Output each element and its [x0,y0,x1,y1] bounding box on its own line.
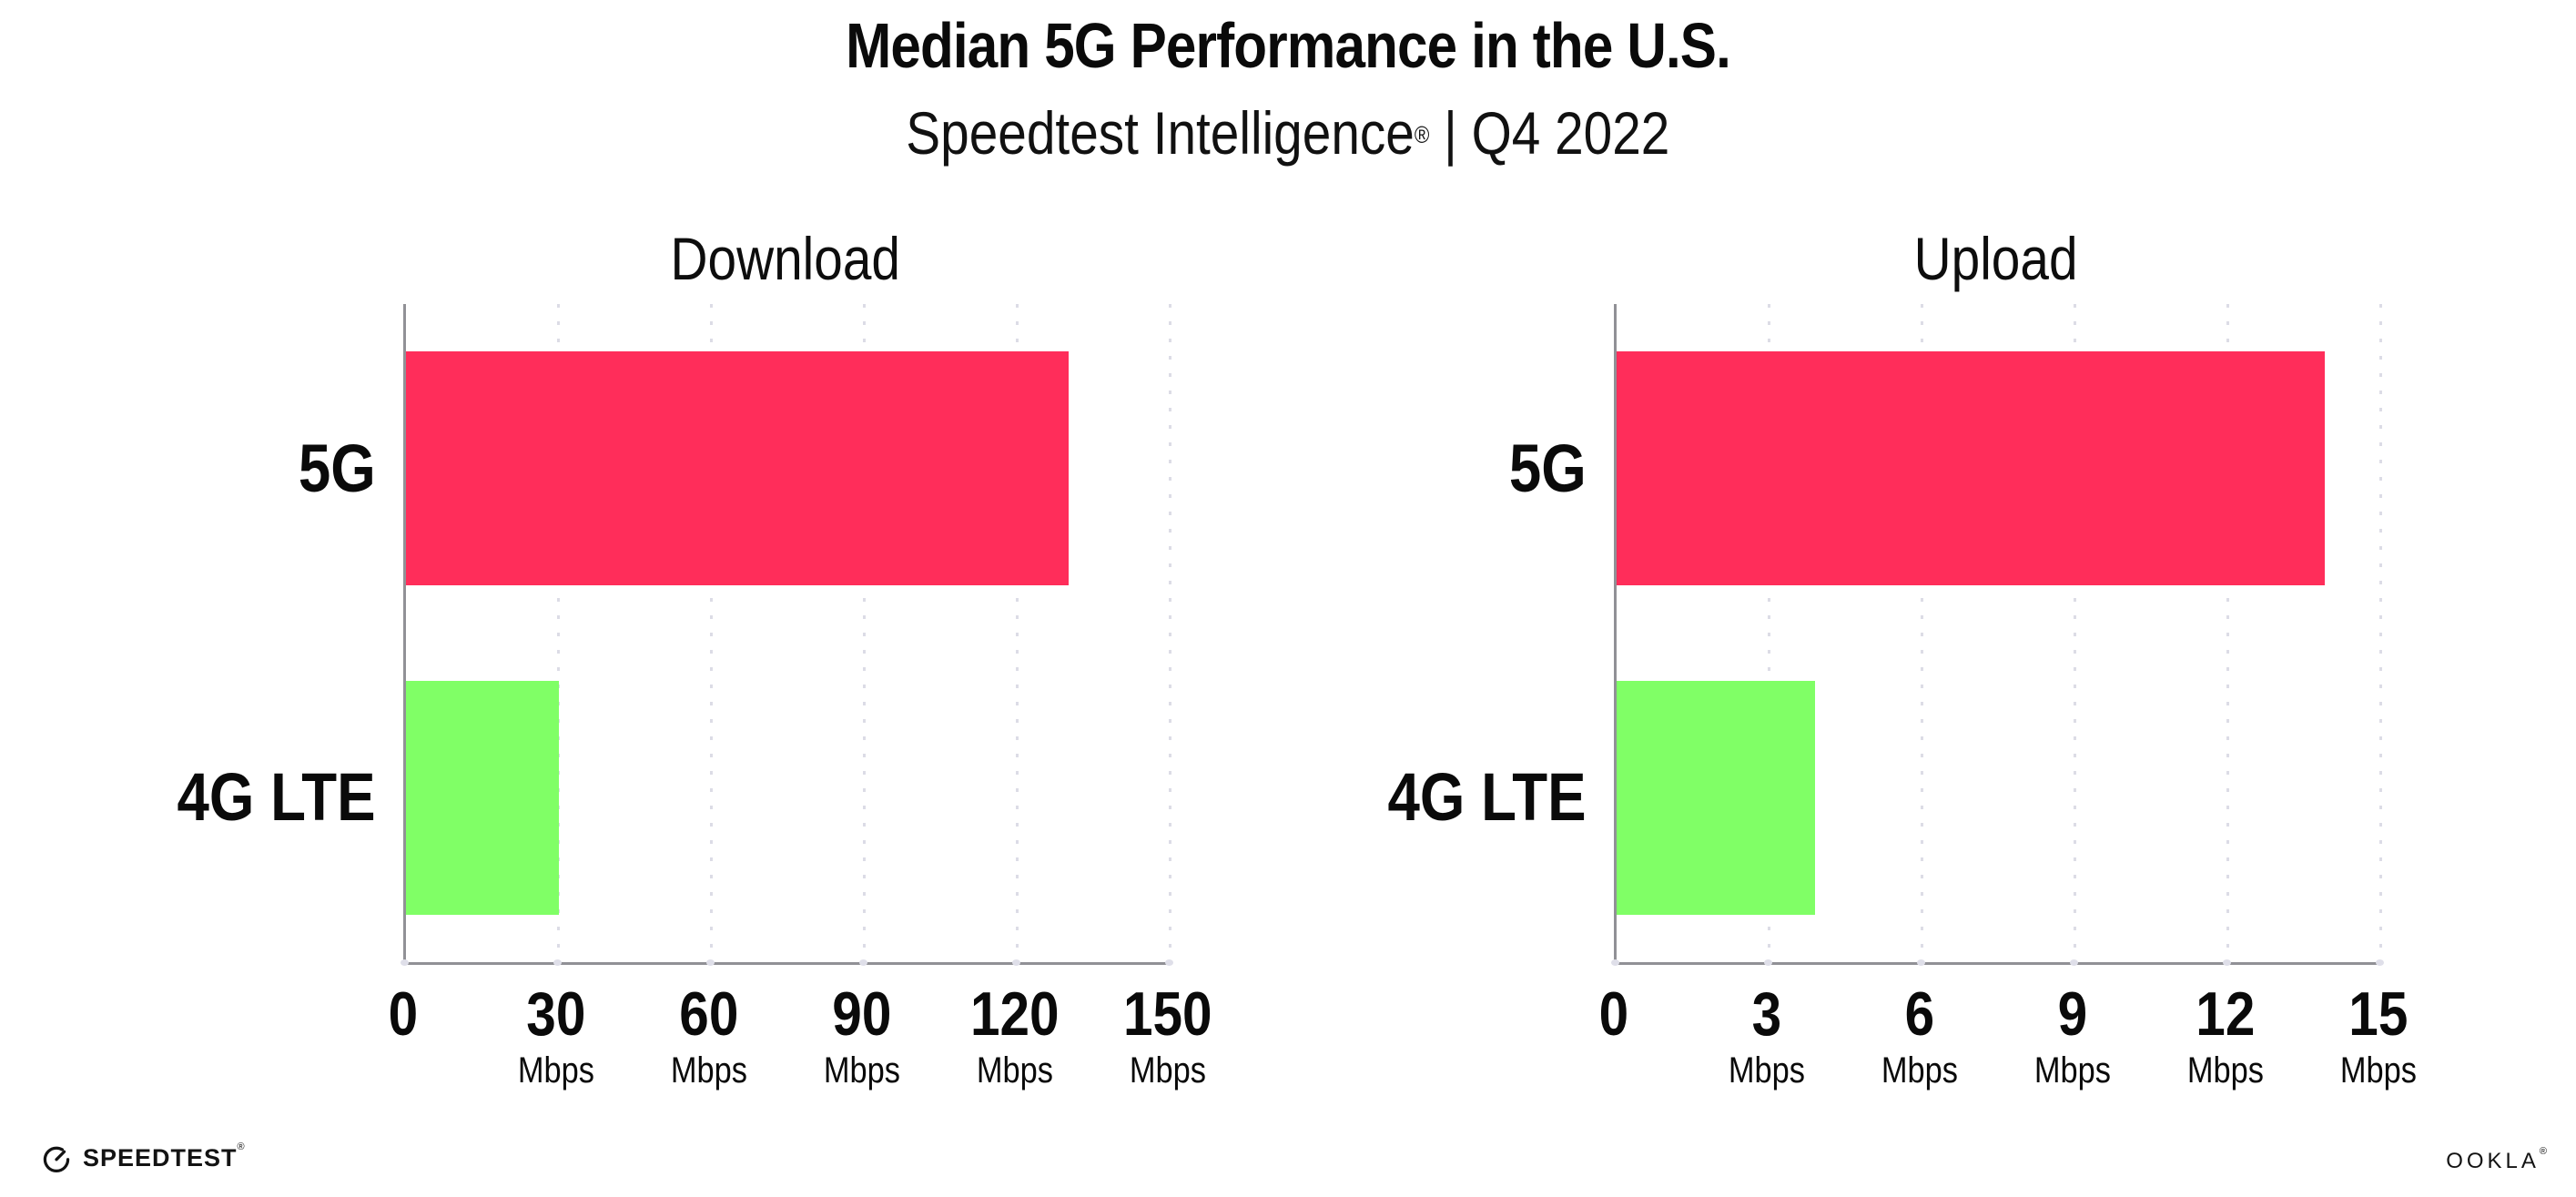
tick-label: 120 Mbps [924,979,1106,1090]
page-subtitle: Speedtest Intelligence® | Q4 2022 [0,96,2576,169]
axis-tick-dot [2376,959,2384,966]
tick-number: 15 [2348,979,2409,1049]
tick-number: 12 [2196,979,2256,1049]
tick-number: 9 [2057,979,2088,1049]
bar-4g-lte [406,680,559,915]
ookla-wordmark: OOKLA [2446,1149,2540,1173]
tick-number: 6 [1904,979,1935,1049]
bar-5g [406,351,1069,586]
gridline [557,304,560,962]
tick-label: 12 Mbps [2135,979,2317,1090]
category-label: 5G [1222,427,1587,511]
gridline [1768,304,1770,962]
bar-5g [1617,351,2326,586]
tick-label: 0 [312,979,494,1067]
gridline [1016,304,1019,962]
speedtest-logo: SPEEDTEST® [40,1141,246,1174]
axis-tick-dot [1165,959,1173,966]
gridline [2226,304,2229,962]
speedtest-registered-mark: ® [237,1141,246,1152]
ookla-registered-mark: ® [2539,1146,2551,1157]
axis-tick-dot [1917,959,1925,966]
speedtest-wordmark: SPEEDTEST® [83,1141,246,1172]
tick-label: 60 Mbps [618,979,800,1090]
tick-unit: Mbps [976,1050,1054,1090]
page-title: Median 5G Performance in the U.S. [846,10,1731,81]
tick-unit: Mbps [1129,1050,1207,1090]
tick-label: 90 Mbps [771,979,953,1090]
gridline [2379,304,2382,962]
axis-tick-dot [2223,959,2231,966]
category-label: 4G LTE [1222,756,1587,839]
registered-trademark-icon: ® [1414,121,1430,148]
tick-number: 30 [526,979,586,1049]
subtitle-period: | Q4 2022 [1429,99,1670,167]
tick-number: 3 [1751,979,1782,1049]
tick-label: 0 [1523,979,1705,1067]
tick-number: 120 [970,979,1060,1049]
tick-number: 90 [832,979,892,1049]
tick-label: 6 Mbps [1829,979,2011,1090]
tick-unit: Mbps [517,1050,595,1090]
tick-label: 9 Mbps [1982,979,2164,1090]
category-label-text: 4G LTE [177,759,376,836]
axis-tick-dot [401,959,409,966]
plot-area [403,304,1171,965]
tick-label: 15 Mbps [2287,979,2470,1090]
plot-area [1614,304,2382,965]
bar-4g-lte [1617,680,1816,915]
axis-tick-dot [706,959,715,966]
tick-label: 3 Mbps [1676,979,1858,1090]
gridline [1169,304,1171,962]
axis-tick-dot [1012,959,1020,966]
tick-unit: Mbps [823,1050,901,1090]
gridline [2074,304,2076,962]
tick-number: 0 [1598,979,1629,1049]
category-label-text: 5G [1509,430,1587,506]
chart-title: Download [403,226,1168,291]
category-label-text: 5G [299,430,376,506]
chart-title-text: Download [670,225,901,292]
chart-title: Upload [1614,226,2378,291]
category-label: 5G [12,427,376,511]
tick-unit: Mbps [1881,1050,1959,1090]
tick-unit: Mbps [2033,1050,2112,1090]
category-label: 4G LTE [12,756,376,839]
axis-tick-dot [553,959,562,966]
tick-unit: Mbps [2186,1050,2265,1090]
tick-label: 30 Mbps [465,979,647,1090]
tick-number: 150 [1123,979,1212,1049]
tick-number: 60 [679,979,739,1049]
chart-title-text: Upload [1914,225,2078,292]
ookla-logo: OOKLA® [2446,1146,2551,1174]
axis-tick-dot [2070,959,2078,966]
tick-unit: Mbps [1728,1050,1806,1090]
speedtest-gauge-icon [43,1146,70,1173]
gridline [1921,304,1923,962]
category-label-text: 4G LTE [1387,759,1587,836]
axis-tick-dot [1611,959,1619,966]
gridline [863,304,866,962]
tick-unit: Mbps [670,1050,748,1090]
tick-number: 0 [388,979,419,1049]
axis-tick-dot [1764,959,1772,966]
axis-tick-dot [859,959,867,966]
subtitle-brand: Speedtest Intelligence [906,99,1415,167]
tick-unit: Mbps [2339,1050,2418,1090]
tick-label: 150 Mbps [1077,979,1259,1090]
gridline [710,304,713,962]
